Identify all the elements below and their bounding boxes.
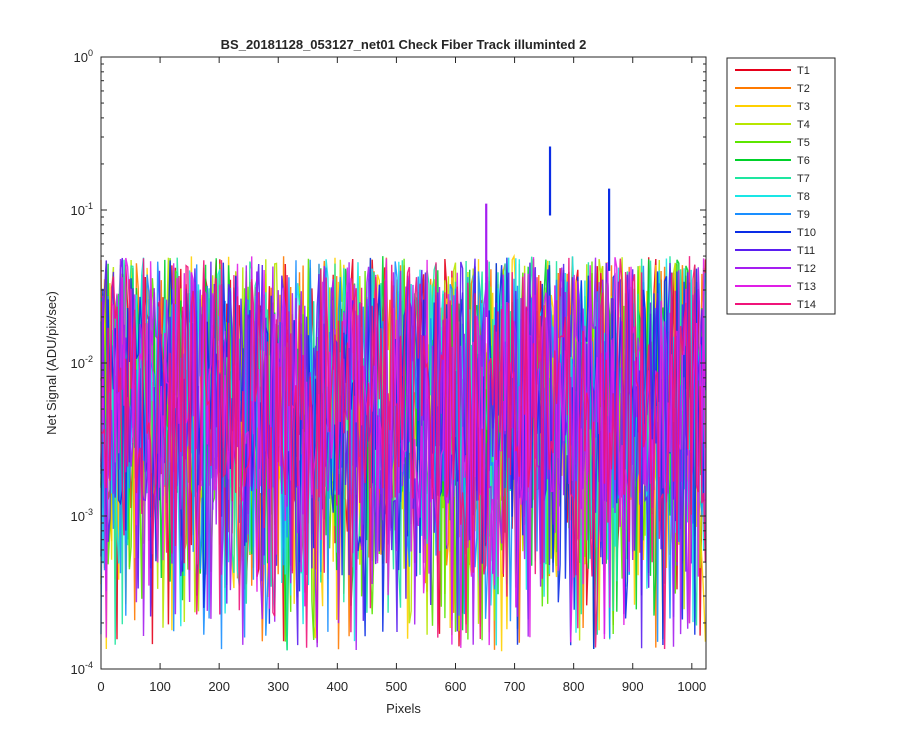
x-tick-label: 500 <box>386 679 408 694</box>
x-tick-label: 1000 <box>677 679 706 694</box>
legend-box <box>726 57 836 315</box>
y-tick-label: 10-4 <box>71 660 93 677</box>
chart-title: BS_20181128_053127_net01 Check Fiber Tra… <box>221 37 587 52</box>
y-tick-label: 10-3 <box>71 507 93 524</box>
legend-entry-T13: T13 <box>797 281 816 293</box>
x-ticks: 0 100 200 300 400 500 600 700 800 900 1000 <box>97 57 706 694</box>
x-tick-label: 200 <box>208 679 230 694</box>
y-tick-base: 10 <box>71 203 85 218</box>
x-tick-label: 900 <box>622 679 644 694</box>
y-tick-base: 10 <box>71 509 85 524</box>
series-line-T13 <box>100 256 707 648</box>
plot-lines <box>100 146 707 652</box>
x-tick-label: 800 <box>563 679 585 694</box>
legend-entry-T7: T7 <box>797 173 810 185</box>
legend-entry-T11: T11 <box>797 245 815 257</box>
y-tick-label: 10-1 <box>71 201 93 218</box>
legend-entry-T4: T4 <box>797 119 810 131</box>
legend-entry-T10: T10 <box>797 227 816 239</box>
legend-entry-T14: T14 <box>797 299 816 311</box>
legend-entry-T1: T1 <box>797 65 810 77</box>
y-tick-base: 10 <box>71 662 85 677</box>
x-tick-label: 400 <box>326 679 348 694</box>
x-tick-label: 100 <box>149 679 171 694</box>
y-tick-label: 100 <box>74 48 93 65</box>
x-tick-label: 600 <box>445 679 467 694</box>
legend-entry-T12: T12 <box>797 263 816 275</box>
y-tick-exponent: -2 <box>85 354 93 364</box>
legend-entry-T2: T2 <box>797 83 810 95</box>
legend-entry-T9: T9 <box>797 209 810 221</box>
y-tick-label: 10-2 <box>71 354 93 371</box>
y-tick-exponent: -1 <box>85 201 93 211</box>
series-line-T14 <box>100 256 707 650</box>
legend: T1 T2 T3 T4 T5 T6 T7 T8 T9 T10 T11 T12 T13 T14 <box>726 57 836 315</box>
legend-entry-T5: T5 <box>797 137 810 149</box>
legend-entry-T3: T3 <box>797 101 810 113</box>
y-tick-exponent: 0 <box>88 48 93 58</box>
y-axis-label: Net Signal (ADU/pix/sec) <box>44 291 59 435</box>
legend-entry-T8: T8 <box>797 191 810 203</box>
legend-entry-T6: T6 <box>797 155 810 167</box>
y-tick-base: 10 <box>74 50 88 65</box>
x-axis-label: Pixels <box>386 701 421 716</box>
x-tick-label: 0 <box>97 679 104 694</box>
y-tick-exponent: -4 <box>85 660 93 670</box>
y-tick-base: 10 <box>71 356 85 371</box>
y-tick-exponent: -3 <box>85 507 93 517</box>
x-tick-label: 300 <box>267 679 289 694</box>
x-tick-label: 700 <box>504 679 526 694</box>
